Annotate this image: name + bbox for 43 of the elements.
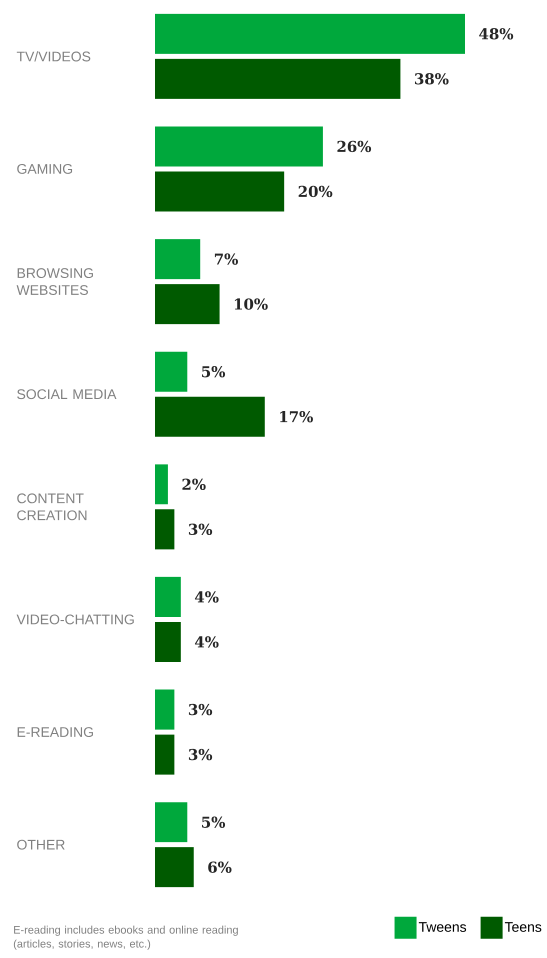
bar bbox=[154, 396, 265, 437]
data-label: 3% bbox=[188, 524, 212, 535]
bar bbox=[154, 509, 174, 550]
bar bbox=[154, 58, 400, 99]
legend-label: Teens bbox=[504, 922, 542, 932]
y-tick-label: SOCIAL MEDIA bbox=[17, 389, 116, 400]
data-label: 26% bbox=[337, 140, 372, 152]
bar bbox=[154, 802, 188, 842]
y-tick-label: CONTENT CREATION bbox=[17, 493, 86, 520]
bar bbox=[154, 734, 174, 775]
data-label: 20% bbox=[298, 186, 332, 198]
data-label: 17% bbox=[280, 411, 313, 422]
y-tick-label: E-READING bbox=[18, 727, 93, 738]
y-tick-label: BROWSING WEBSITES bbox=[16, 268, 93, 295]
bar bbox=[154, 239, 200, 280]
y-tick-label: VIDEO-CHATTING bbox=[16, 614, 134, 624]
bar bbox=[154, 352, 188, 392]
data-label: 7% bbox=[214, 253, 238, 265]
data-label: 5% bbox=[202, 366, 225, 378]
bar bbox=[154, 126, 323, 166]
y-tick-label: TV/VIDEOS bbox=[16, 51, 90, 62]
bar bbox=[154, 622, 181, 662]
data-label: 38% bbox=[414, 73, 449, 84]
y-tick-label: GAMING bbox=[17, 164, 72, 174]
bar bbox=[154, 576, 181, 617]
data-label: 3% bbox=[188, 704, 212, 716]
bar bbox=[154, 690, 174, 730]
y-tick-label: OTHER bbox=[17, 840, 65, 850]
data-label: 4% bbox=[194, 636, 219, 648]
data-label: 10% bbox=[234, 298, 268, 310]
data-label: 3% bbox=[188, 748, 212, 760]
bar bbox=[154, 464, 168, 504]
data-label: 48% bbox=[479, 28, 514, 40]
bar bbox=[154, 284, 220, 324]
legend-label: Tweens bbox=[418, 922, 466, 932]
data-label: 5% bbox=[202, 816, 225, 828]
bar bbox=[154, 171, 284, 212]
data-label: 4% bbox=[194, 591, 219, 603]
text: E-reading includes ebooks and online reading (articles, stories, news, etc.) bbox=[14, 926, 238, 950]
data-label: 2% bbox=[182, 478, 206, 490]
data-label: 6% bbox=[208, 862, 232, 873]
bar bbox=[154, 14, 465, 54]
bar bbox=[154, 847, 194, 888]
